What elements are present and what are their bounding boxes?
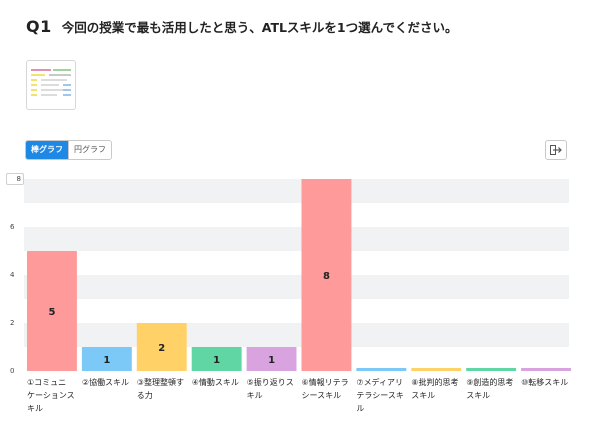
- bar[interactable]: [27, 251, 77, 371]
- bar[interactable]: [466, 368, 517, 371]
- bar-value-label: 8: [323, 271, 330, 282]
- bar[interactable]: [301, 179, 352, 371]
- bar[interactable]: [136, 323, 187, 371]
- x-tick-label: ⑧批判的思考: [411, 377, 458, 387]
- grid-band: [24, 323, 569, 347]
- y-tick-label: 0: [10, 367, 14, 375]
- x-tick-label: ル: [356, 404, 364, 413]
- x-tick-label: キル: [27, 404, 43, 413]
- bar[interactable]: [81, 347, 132, 371]
- grid-band: [24, 179, 569, 203]
- x-tick-label: ⑥情報リテラ: [302, 377, 349, 387]
- bar-value-label: 1: [268, 355, 275, 366]
- bar-value-label: 1: [213, 355, 220, 366]
- bar-value-label: 1: [103, 355, 110, 366]
- x-tick-label: ①コミュニ: [27, 378, 66, 387]
- bar[interactable]: [411, 368, 462, 371]
- bar[interactable]: [246, 347, 297, 371]
- x-tick-label: ③整理整頓す: [137, 377, 184, 387]
- y-tick-label: 6: [10, 223, 15, 231]
- x-tick-label: ④情動スキル: [192, 377, 239, 387]
- pie-chart-tab[interactable]: 円グラフ: [68, 141, 111, 159]
- x-tick-label: シースキル: [302, 391, 342, 400]
- x-tick-label: キル: [247, 391, 263, 400]
- y-axis-max-box: 8: [6, 173, 24, 185]
- question-header: Q1 今回の授業で最も活用したと思う、ATLスキルを1つ選んでください。: [26, 14, 458, 38]
- bar[interactable]: [521, 368, 571, 371]
- x-tick-label: テラシースキ: [356, 391, 403, 400]
- x-tick-label: ケーションス: [27, 391, 75, 400]
- grid-band: [24, 275, 569, 299]
- bar-chart: 02465①コミュニケーションスキル1②協働スキル2③整理整頓する力1④情動スキ…: [10, 179, 571, 413]
- x-tick-label: ⑨創造的思考: [466, 377, 513, 387]
- x-tick-label: ②協働スキル: [82, 377, 129, 387]
- x-tick-label: スキル: [466, 391, 490, 400]
- x-tick-label: ⑤振り返りス: [247, 377, 294, 387]
- question-number: Q1: [26, 16, 52, 36]
- x-tick-label: スキル: [411, 391, 435, 400]
- bar[interactable]: [191, 347, 242, 371]
- y-axis-max-label: 8: [16, 175, 21, 183]
- y-tick-label: 4: [10, 271, 15, 279]
- grid-band: [24, 227, 569, 251]
- export-button[interactable]: [545, 140, 567, 160]
- y-tick-label: 2: [10, 319, 14, 327]
- x-tick-label: ⑦メディアリ: [356, 377, 403, 387]
- bar-chart-tab[interactable]: 棒グラフ: [26, 141, 68, 159]
- bar-value-label: 5: [48, 307, 55, 318]
- document-thumbnail-icon[interactable]: [26, 60, 76, 110]
- question-text: 今回の授業で最も活用したと思う、ATLスキルを1つ選んでください。: [61, 19, 458, 35]
- bar[interactable]: [356, 368, 407, 371]
- x-tick-label: る力: [137, 390, 153, 400]
- chart-type-toggle: 棒グラフ 円グラフ: [25, 140, 112, 160]
- bar-value-label: 2: [158, 343, 165, 354]
- x-tick-label: ⑩転移スキル: [521, 377, 568, 387]
- export-icon: [550, 145, 562, 155]
